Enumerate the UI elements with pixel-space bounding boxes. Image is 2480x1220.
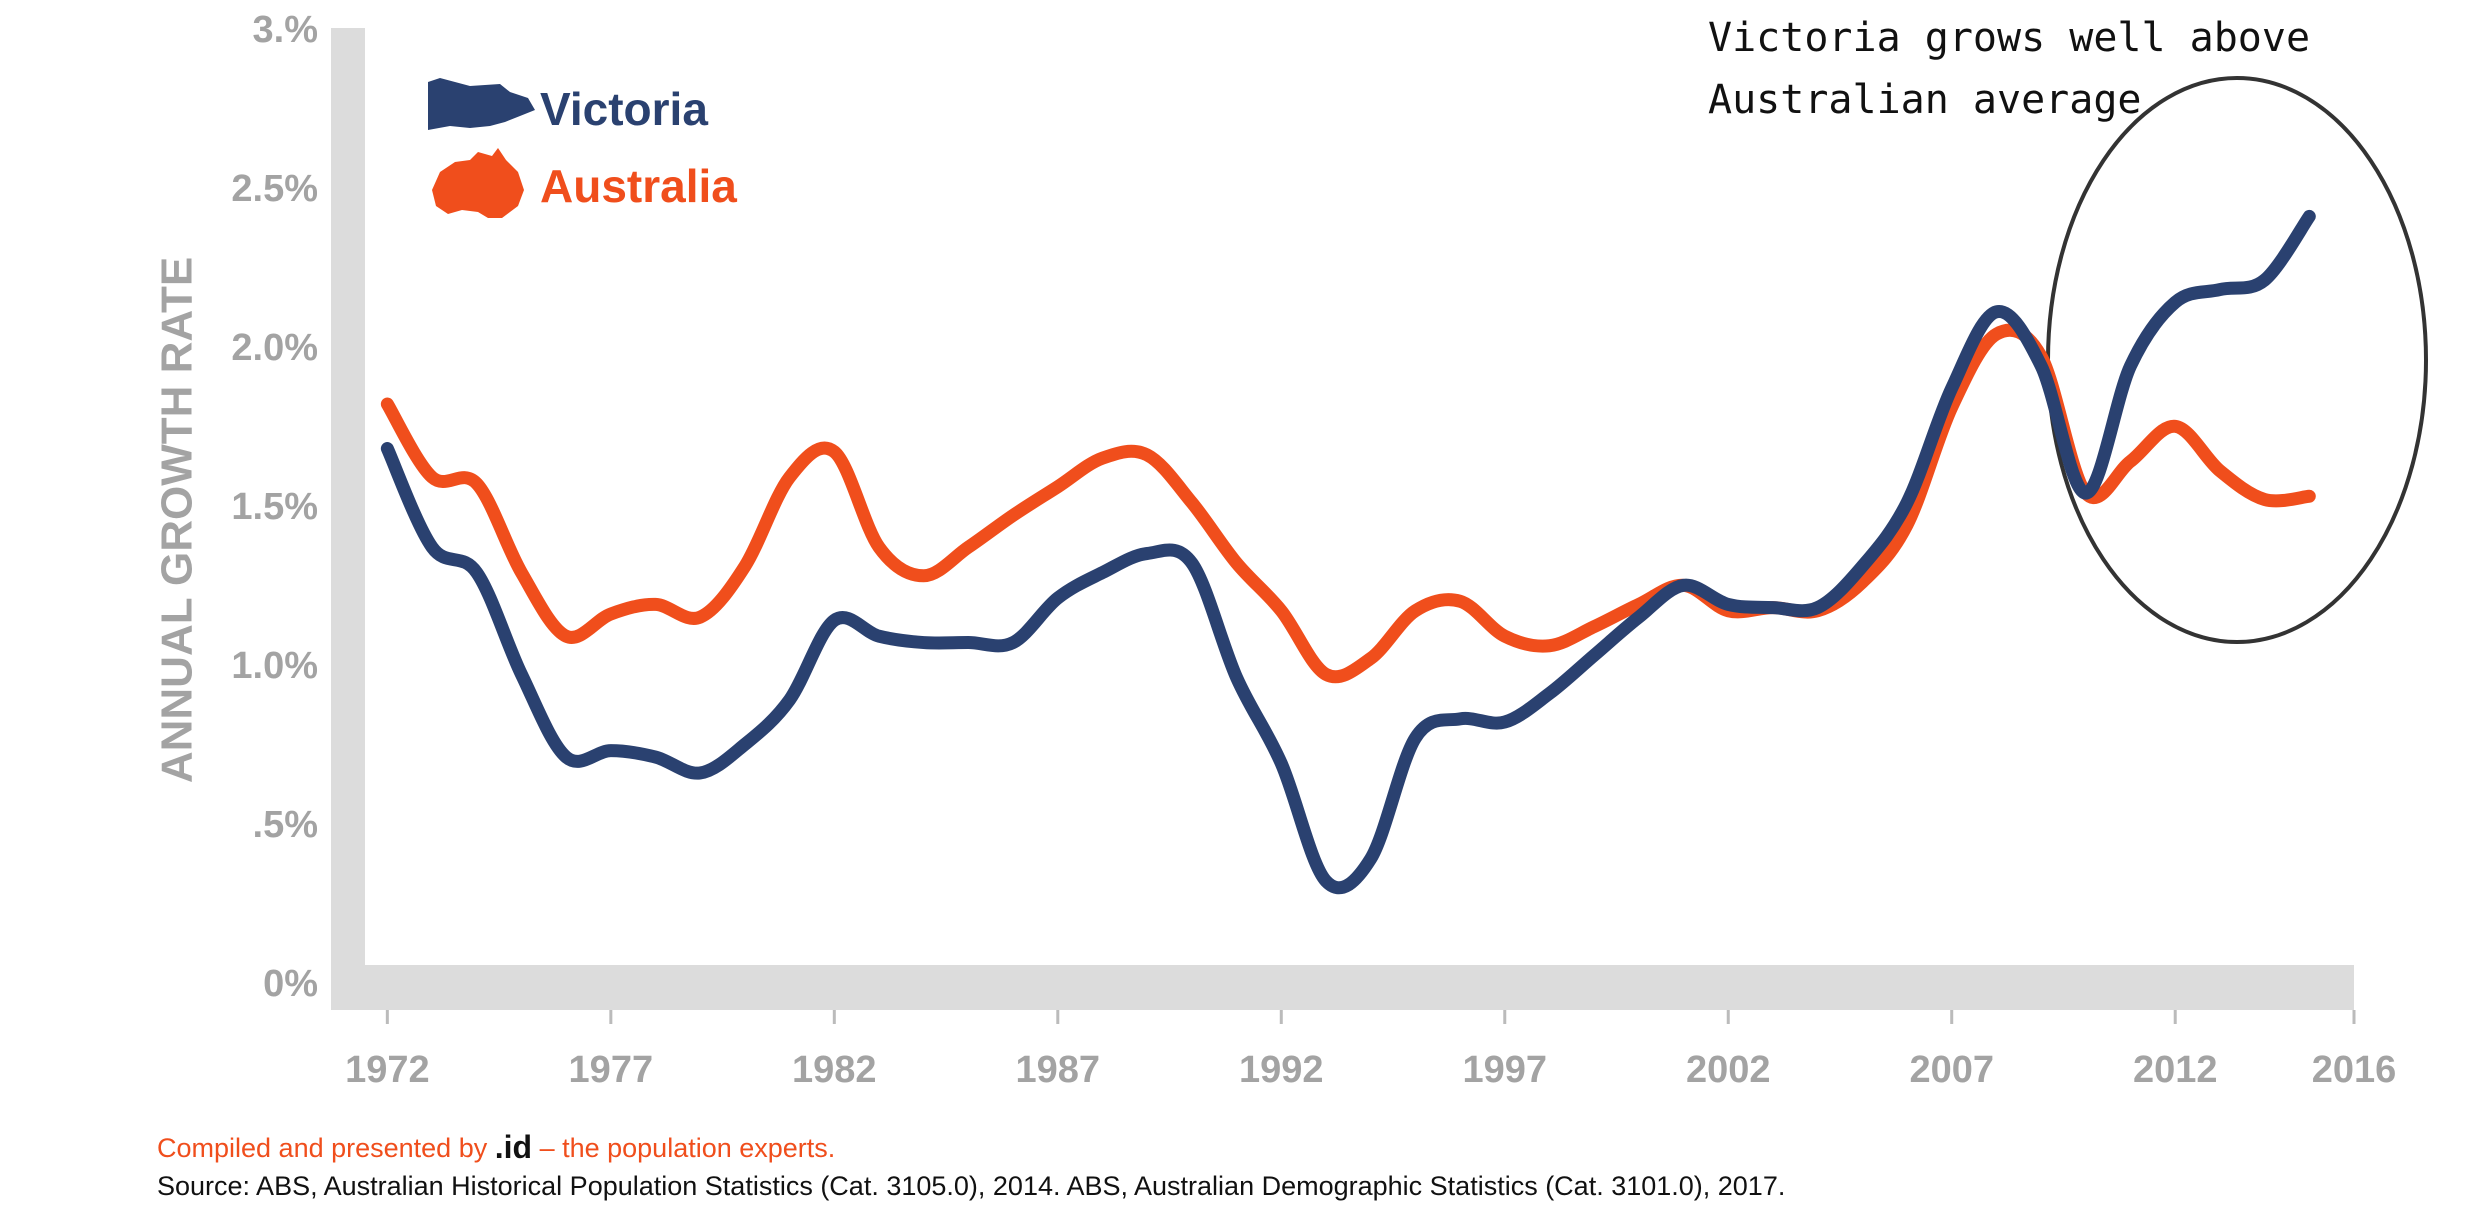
x-tick-label: 2002 [1686, 1049, 1771, 1091]
y-tick-label: .5% [253, 804, 318, 846]
y-tick-label: 2.0% [231, 327, 318, 369]
series-line [380, 209, 2316, 895]
annotation: Victoria grows well above [1708, 15, 2310, 61]
x-tick-label: 1972 [345, 1049, 430, 1091]
x-tick-label: 1992 [1239, 1049, 1324, 1091]
y-tick-label: 3.% [253, 9, 318, 51]
y-axis-label: ANNUAL GROWTH RATE [153, 257, 202, 783]
source: Source: ABS, Australian Historical Popul… [157, 1171, 1785, 1201]
legend-icon-australia [432, 148, 524, 218]
x-tick-label: 1997 [1462, 1049, 1547, 1091]
x-tick-label: 1987 [1016, 1049, 1101, 1091]
x-tick-label: 1982 [792, 1049, 877, 1091]
x-tick-label: 1977 [569, 1049, 654, 1091]
x-axis-bar [331, 965, 2354, 1010]
y-axis-bar [331, 28, 365, 1010]
x-tick-label: 2007 [1909, 1049, 1994, 1091]
legend-label: Australia [540, 160, 737, 212]
annotation: Australian average [1708, 77, 2141, 123]
legend-label: Victoria [540, 83, 708, 135]
y-tick-label: 1.5% [231, 486, 318, 528]
legend-icon-victoria [428, 78, 535, 130]
credit: Compiled and presented by .id – the popu… [157, 1129, 835, 1165]
series-line [380, 323, 2316, 684]
x-tick-label: 2012 [2133, 1049, 2218, 1091]
y-tick-label: 2.5% [231, 168, 318, 210]
credit-text: Compiled and presented by [157, 1133, 488, 1163]
y-tick-label: 1.0% [231, 645, 318, 687]
x-tick-label: 2016 [2312, 1049, 2397, 1091]
credit-text: – the population experts. [540, 1133, 836, 1163]
highlight-ellipse [2046, 76, 2428, 644]
brand: .id [495, 1129, 532, 1165]
y-tick-label: 0% [263, 963, 318, 1005]
